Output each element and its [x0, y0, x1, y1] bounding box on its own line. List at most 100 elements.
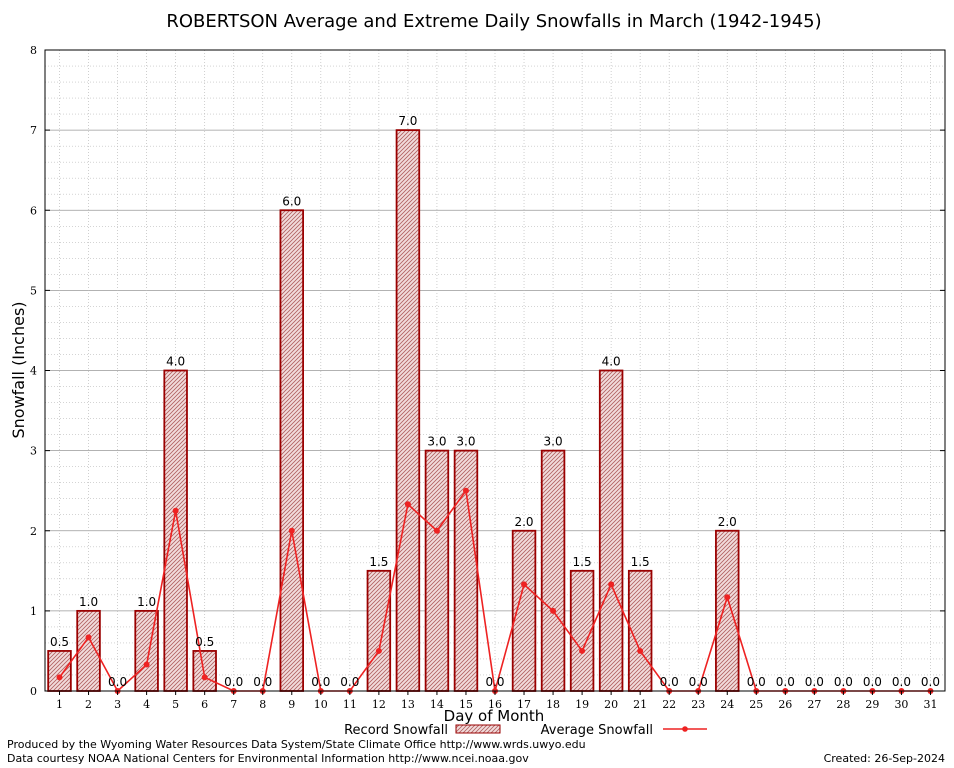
x-tick-label: 26 [778, 698, 792, 711]
average-point-day-14 [433, 527, 440, 534]
average-point-day-15 [462, 487, 469, 494]
x-tick-label: 31 [923, 698, 937, 711]
footer-courtesy: Data courtesy NOAA National Centers for … [7, 752, 529, 765]
x-tick-label: 19 [575, 698, 589, 711]
legend: Record Snowfall Average Snowfall [344, 723, 707, 738]
y-tick-label: 4 [30, 365, 37, 378]
bar-value-label: 1.5 [369, 555, 388, 569]
record-bar-day-1 [47, 650, 72, 692]
average-point-day-2 [85, 634, 92, 641]
x-tick-label: 5 [172, 698, 179, 711]
bar-value-label: 0.0 [805, 675, 824, 689]
average-point-day-19 [579, 647, 586, 654]
y-tick-label: 8 [30, 44, 37, 57]
bar-value-label: 0.0 [311, 675, 330, 689]
record-bar-day-12 [366, 569, 392, 692]
bar-value-label: 0.0 [224, 675, 243, 689]
x-tick-label: 11 [343, 698, 357, 711]
x-tick-label: 30 [894, 698, 908, 711]
bar-value-label: 0.0 [921, 675, 940, 689]
chart-title: ROBERTSON Average and Extreme Daily Snow… [166, 11, 821, 32]
x-tick-label: 1 [56, 698, 63, 711]
legend-average-label: Average Snowfall [541, 723, 653, 738]
x-tick-label: 16 [488, 698, 502, 711]
average-point-day-5 [172, 507, 179, 514]
average-point-day-24 [724, 594, 731, 601]
x-tick-label: 8 [259, 698, 266, 711]
bar-value-label: 4.0 [166, 355, 185, 369]
record-bar-day-6 [192, 650, 217, 692]
bar-value-label: 0.0 [660, 675, 679, 689]
record-bar-day-24 [715, 529, 740, 692]
average-point-day-17 [521, 581, 528, 588]
record-bar-day-18 [540, 449, 566, 692]
bar-value-label: 1.5 [631, 555, 650, 569]
x-tick-label: 23 [691, 698, 705, 711]
x-tick-label: 27 [807, 698, 821, 711]
y-tick-label: 3 [30, 445, 37, 458]
bar-value-label: 0.0 [863, 675, 882, 689]
record-bar-day-15 [453, 449, 479, 692]
bar-value-label: 2.0 [514, 515, 533, 529]
bar-value-label: 2.0 [718, 515, 737, 529]
average-point-day-4 [143, 661, 150, 668]
legend-record-swatch [455, 724, 501, 734]
y-tick-label: 0 [30, 685, 37, 698]
bar-value-label: 4.0 [602, 355, 621, 369]
x-tick-label: 14 [430, 698, 444, 711]
bar-value-label: 3.0 [427, 435, 446, 449]
x-axis-label: Day of Month [444, 707, 545, 725]
record-bar-day-13 [395, 129, 421, 692]
record-bar-day-5 [163, 369, 188, 692]
bar-value-label: 0.5 [195, 635, 214, 649]
x-tick-label: 3 [114, 698, 121, 711]
x-tick-label: 2 [85, 698, 92, 711]
average-point-day-21 [637, 647, 644, 654]
bar-value-label: 0.0 [253, 675, 272, 689]
record-bar-day-9 [279, 209, 304, 692]
bar-value-label: 0.0 [776, 675, 795, 689]
x-tick-label: 20 [604, 698, 618, 711]
y-axis-label: Snowfall (Inches) [9, 301, 28, 438]
x-tick-label: 15 [459, 698, 473, 711]
x-tick-label: 12 [372, 698, 386, 711]
x-tick-label: 17 [517, 698, 531, 711]
x-tick-label: 13 [401, 698, 415, 711]
x-tick-label: 10 [314, 698, 328, 711]
bar-value-label: 6.0 [282, 194, 301, 208]
x-tick-label: 25 [749, 698, 763, 711]
average-point-day-20 [608, 581, 615, 588]
y-tick-label: 1 [30, 605, 37, 618]
bar-value-label: 3.0 [456, 435, 475, 449]
bar-value-label: 0.0 [485, 675, 504, 689]
x-tick-label: 6 [201, 698, 208, 711]
average-point-day-12 [375, 647, 382, 654]
bar-value-label: 3.0 [544, 435, 563, 449]
x-tick-label: 7 [230, 698, 237, 711]
bar-value-label: 0.0 [834, 675, 853, 689]
x-tick-label: 4 [143, 698, 150, 711]
bar-value-label: 1.5 [573, 555, 592, 569]
record-bar-day-14 [424, 449, 450, 692]
x-tick-label: 24 [720, 698, 734, 711]
average-point-day-1 [56, 674, 63, 681]
average-point-day-18 [550, 607, 557, 614]
bar-value-label: 1.0 [137, 595, 156, 609]
x-tick-label: 29 [865, 698, 879, 711]
bar-labels: 0.5 1.0 0.0 1.0 4.0 0.5 0.0 0.0 6.0 0.0 0.0 1.5 7.0 3… [50, 114, 940, 689]
legend-record-label: Record Snowfall [344, 723, 448, 738]
x-tick-label: 9 [288, 698, 295, 711]
footer-produced-by: Produced by the Wyoming Water Resources … [7, 738, 586, 751]
record-bars [47, 129, 740, 692]
average-point-day-13 [404, 501, 411, 508]
record-bar-day-20 [598, 369, 624, 692]
y-tick-label: 7 [30, 124, 37, 137]
y-tick-label: 2 [30, 525, 37, 538]
x-tick-label: 21 [633, 698, 647, 711]
x-tick-label: 28 [836, 698, 850, 711]
bar-value-label: 0.0 [892, 675, 911, 689]
bar-value-label: 0.0 [747, 675, 766, 689]
y-tick-label: 5 [30, 284, 37, 297]
